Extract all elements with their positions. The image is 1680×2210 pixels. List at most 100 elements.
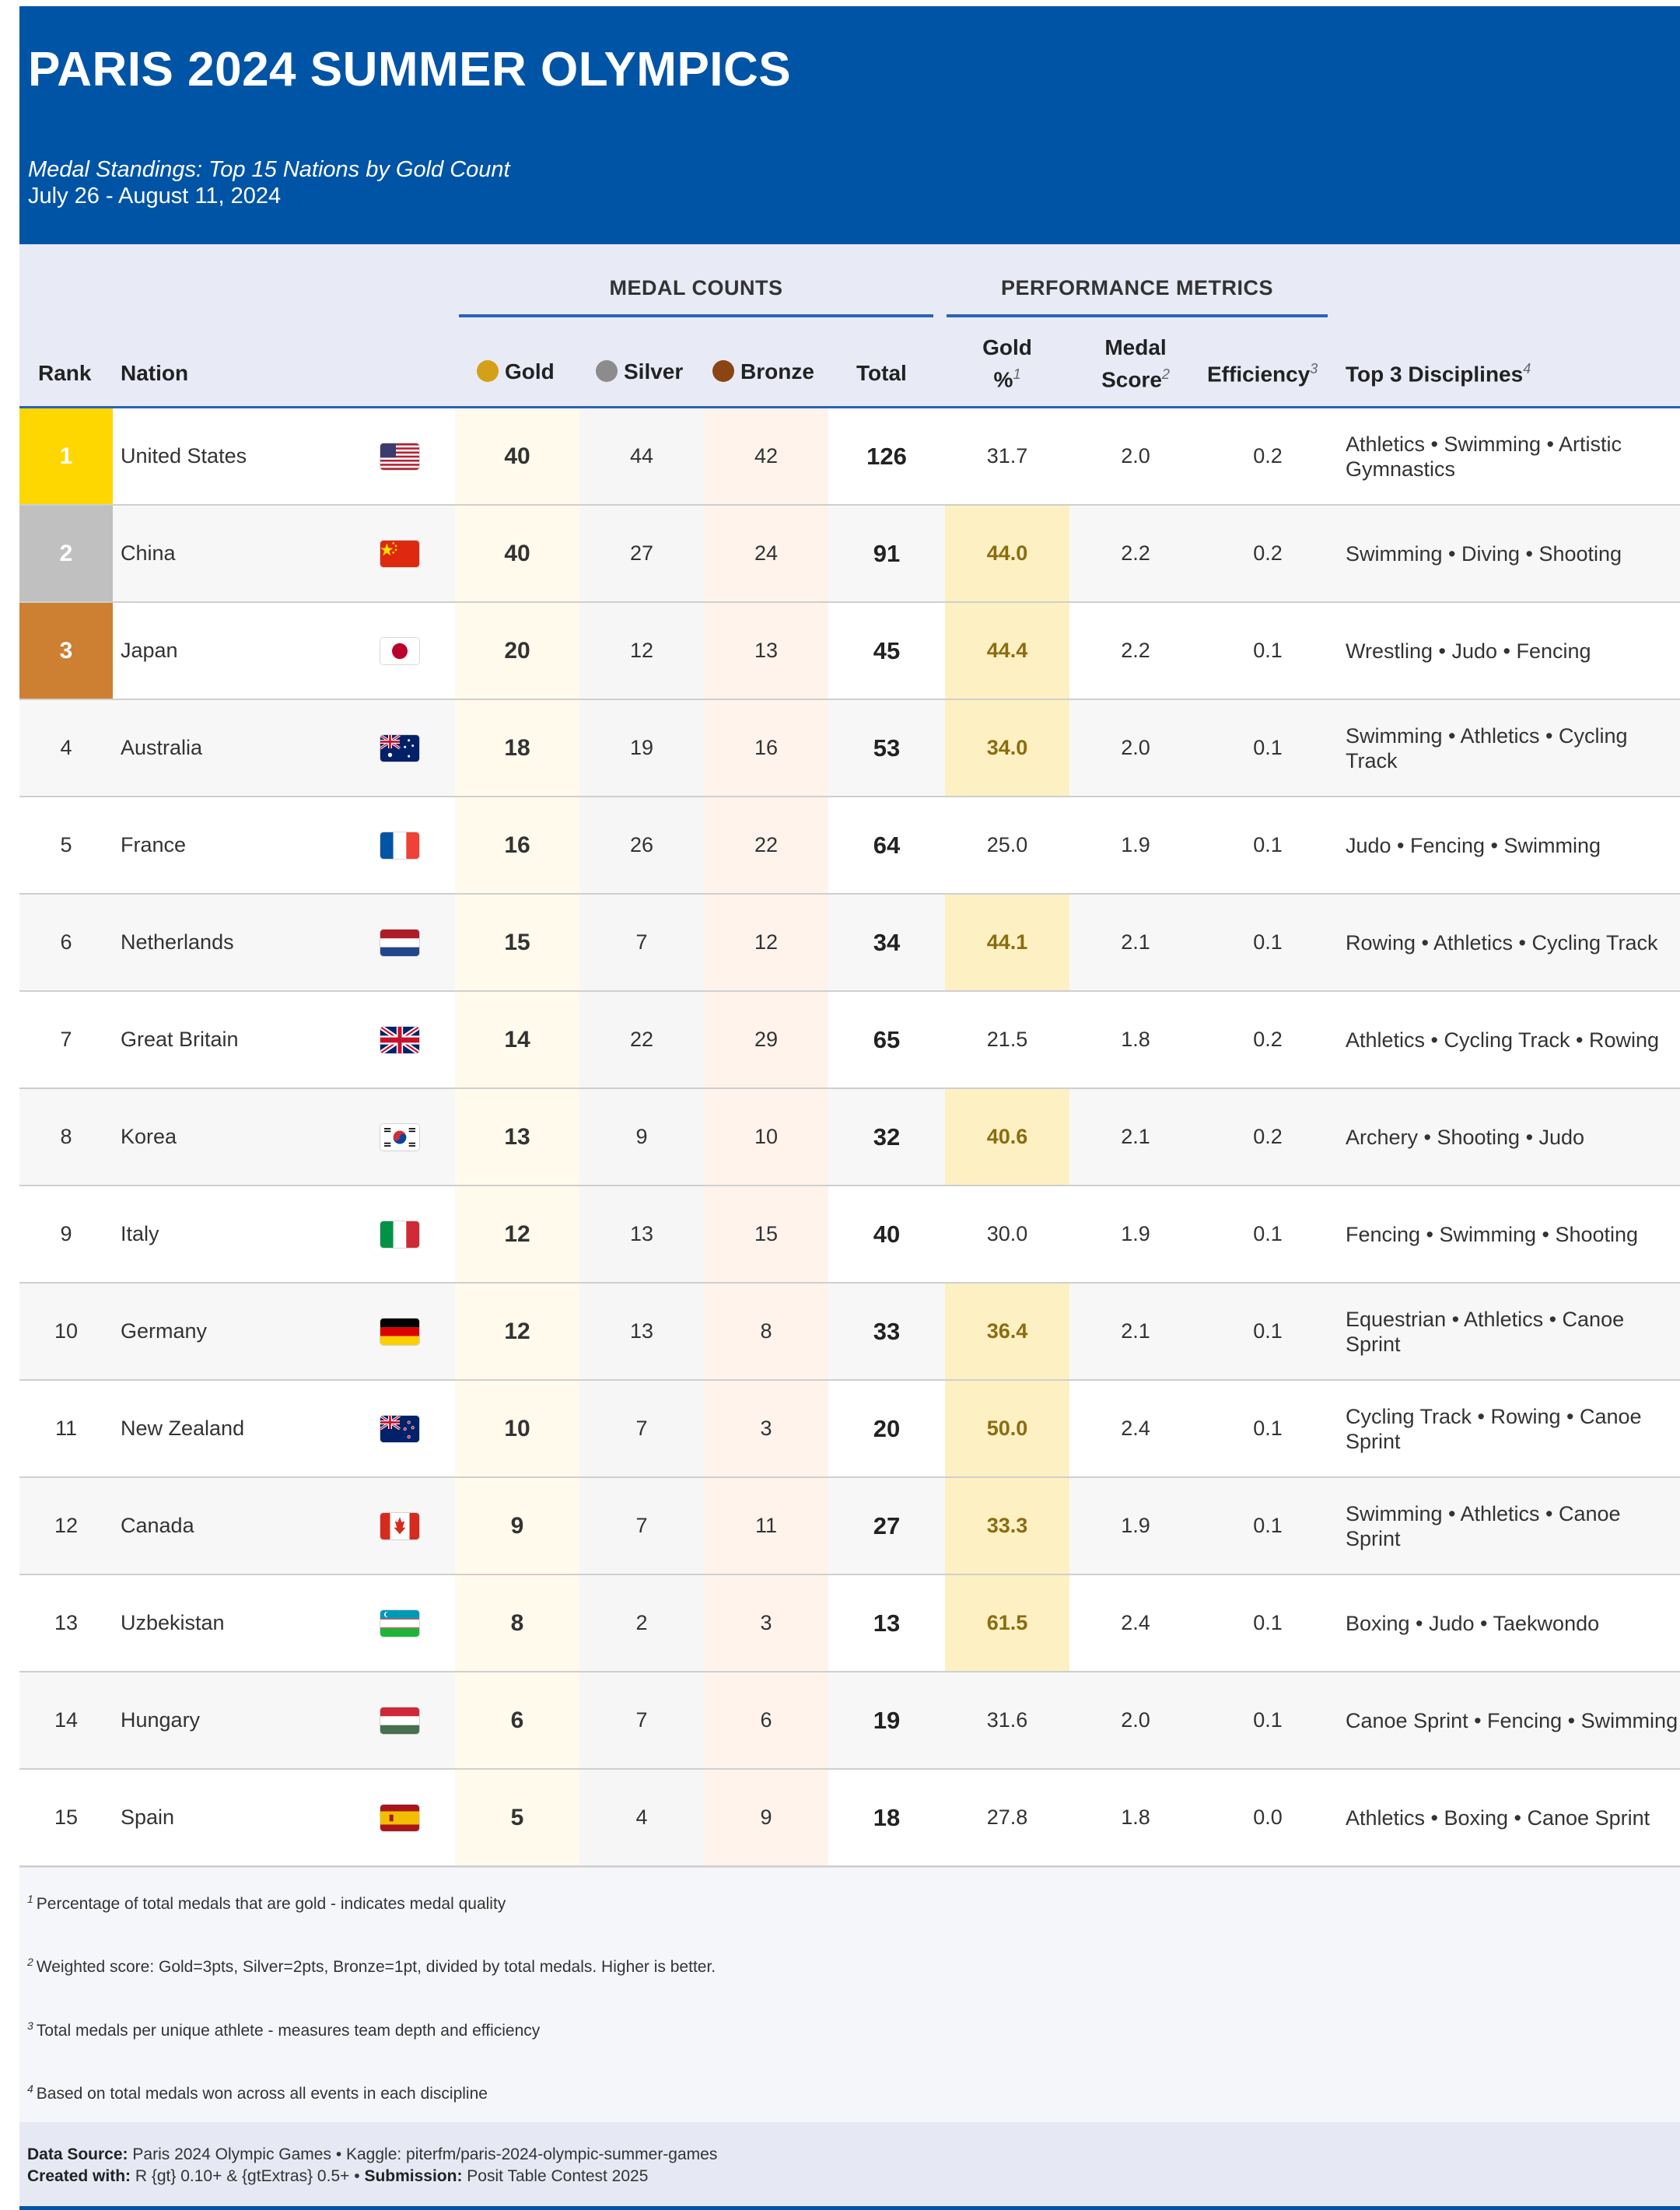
efficiency-cell: 0.1 [1253, 639, 1283, 662]
data-source-label: Data Source: [27, 2145, 128, 2163]
flag-cell [380, 1089, 420, 1185]
nation-cell: China [121, 541, 176, 565]
flag-cell [380, 1672, 420, 1768]
efficiency-cell: 0.1 [1253, 1708, 1283, 1732]
nation-cell: Canada [121, 1514, 194, 1537]
gold-pct-cell: 44.4 [945, 603, 1069, 699]
footnote-text: Total medals per unique athlete - measur… [36, 2022, 541, 2040]
nation-cell: Germany [121, 1319, 208, 1343]
bronze-count-cell: 12 [704, 895, 828, 990]
gold-count-cell: 20 [455, 603, 579, 699]
col-medal-score[interactable]: Medal Score2 [1069, 334, 1202, 393]
gold-pct-cell: 30.0 [986, 1222, 1028, 1245]
medal-score-cell: 1.8 [1121, 1028, 1150, 1051]
silver-medal-icon [596, 360, 618, 382]
table-body: 1 United States 40 44 42 126 31.7 2.0 0.2 Athleti… [19, 408, 1680, 1867]
disciplines-cell: Rowing • Athletics • Cycling Track [1346, 930, 1658, 954]
disciplines-cell: Athletics • Boxing • Canoe Sprint [1346, 1805, 1650, 1830]
flag-cell [380, 1381, 420, 1476]
page-title: PARIS 2024 SUMMER OLYMPICS [28, 43, 792, 96]
col-nation[interactable]: Nation [121, 361, 189, 385]
disciplines-cell: Judo • Fencing • Swimming [1346, 833, 1601, 857]
silver-count-cell: 7 [579, 895, 704, 990]
medal-score-cell: 1.8 [1121, 1805, 1150, 1829]
disciplines-cell: Equestrian • Athletics • Canoe Sprint [1346, 1307, 1625, 1356]
nation-cell: Hungary [121, 1708, 201, 1732]
footnotes: 1 Percentage of total medals that are gol… [19, 1867, 1680, 2122]
footnote-text: Weighted score: Gold=3pts, Silver=2pts, … [36, 1958, 716, 1976]
total-count-cell: 32 [873, 1123, 901, 1151]
gold-count-cell: 18 [455, 700, 579, 796]
medal-score-cell: 2.2 [1121, 639, 1150, 662]
gold-count-cell: 10 [455, 1381, 579, 1476]
col-total[interactable]: Total [856, 361, 907, 385]
data-source-text: Paris 2024 Olympic Games • Kaggle: piter… [132, 2145, 718, 2163]
col-disciplines[interactable]: Top 3 Disciplines4 [1346, 361, 1531, 387]
bronze-count-cell: 9 [704, 1770, 828, 1865]
col-silver[interactable]: Silver [596, 359, 683, 384]
silver-count-cell: 7 [579, 1478, 704, 1574]
col-bronze[interactable]: Bronze [712, 359, 814, 384]
medal-score-cell: 1.9 [1121, 1222, 1150, 1245]
col-gold-pct-line2: % [993, 367, 1013, 392]
col-efficiency-label: Efficiency [1207, 362, 1311, 387]
col-rank[interactable]: Rank [38, 361, 92, 385]
flag-cell [380, 1575, 420, 1671]
flag-us-icon [380, 443, 419, 470]
rank-cell: 4 [60, 736, 72, 759]
flag-gb-icon [380, 1026, 419, 1053]
flag-nl-icon [380, 929, 419, 956]
submission-text: Posit Table Contest 2025 [467, 2167, 649, 2185]
gold-count-cell: 14 [455, 992, 579, 1087]
footnote-mark: 1 [1013, 366, 1021, 382]
rank-cell: 2 [19, 506, 113, 601]
gold-pct-cell: 31.7 [986, 444, 1028, 468]
gold-pct-cell: 36.4 [945, 1284, 1069, 1379]
disciplines-cell: Archery • Shooting • Judo [1346, 1125, 1585, 1149]
gold-medal-icon [477, 360, 499, 382]
rank-cell: 12 [54, 1514, 79, 1537]
efficiency-cell: 0.1 [1253, 736, 1283, 759]
silver-count-cell: 7 [579, 1381, 704, 1476]
silver-count-cell: 4 [579, 1770, 704, 1865]
nation-cell: Korea [121, 1125, 177, 1148]
rank-cell: 14 [54, 1708, 79, 1732]
efficiency-cell: 0.1 [1253, 1222, 1283, 1245]
flag-it-icon [380, 1221, 419, 1248]
gold-pct-cell: 44.1 [945, 895, 1069, 990]
spanner-medal-counts: MEDAL COUNTS [459, 268, 933, 317]
bronze-count-cell: 22 [704, 797, 828, 893]
total-count-cell: 19 [873, 1706, 901, 1734]
silver-count-cell: 12 [579, 603, 704, 699]
col-gold-pct[interactable]: Gold %1 [945, 334, 1069, 393]
silver-count-cell: 13 [579, 1186, 704, 1282]
table-row: 13 Uzbekistan 8 2 3 13 61.5 2.4 0.1 Boxing • Judo… [19, 1575, 1680, 1672]
col-efficiency[interactable]: Efficiency3 [1207, 361, 1318, 387]
silver-count-cell: 2 [579, 1575, 704, 1671]
total-count-cell: 53 [873, 734, 901, 762]
flag-au-icon [380, 734, 419, 762]
created-with-line: Created with: R {gt} 0.10+ & {gtExtras} … [27, 2167, 648, 2186]
spanner-performance-metrics: PERFORMANCE METRICS [947, 268, 1328, 317]
flag-cell [380, 506, 420, 601]
disciplines-cell: Cycling Track • Rowing • Canoe Sprint [1346, 1404, 1642, 1453]
rank-cell: 15 [54, 1805, 79, 1829]
nation-cell: Japan [121, 639, 178, 662]
table-row: 1 United States 40 44 42 126 31.7 2.0 0.2 Athleti… [19, 408, 1680, 506]
gold-count-cell: 12 [455, 1284, 579, 1379]
total-count-cell: 34 [873, 928, 901, 956]
medal-score-cell: 2.4 [1121, 1611, 1150, 1634]
col-gold-label: Gold [505, 359, 555, 384]
table-row: 2 China 40 27 24 91 44.0 2.2 0.2 Swimming • Divin… [19, 506, 1680, 603]
flag-cell [380, 992, 420, 1087]
col-score-line2: Score [1101, 367, 1162, 392]
medal-score-cell: 2.0 [1121, 1708, 1150, 1732]
medal-score-cell: 2.1 [1121, 1125, 1150, 1148]
page-subtitle: Medal Standings: Top 15 Nations by Gold … [28, 157, 510, 182]
total-count-cell: 33 [873, 1317, 901, 1345]
medal-score-cell: 2.4 [1121, 1417, 1150, 1440]
col-gold[interactable]: Gold [477, 359, 555, 384]
gold-count-cell: 16 [455, 797, 579, 893]
total-count-cell: 64 [873, 831, 901, 859]
table-row: 12 Canada 9 7 11 27 33.3 1.9 0.1 Swimming • Athle… [19, 1478, 1680, 1575]
